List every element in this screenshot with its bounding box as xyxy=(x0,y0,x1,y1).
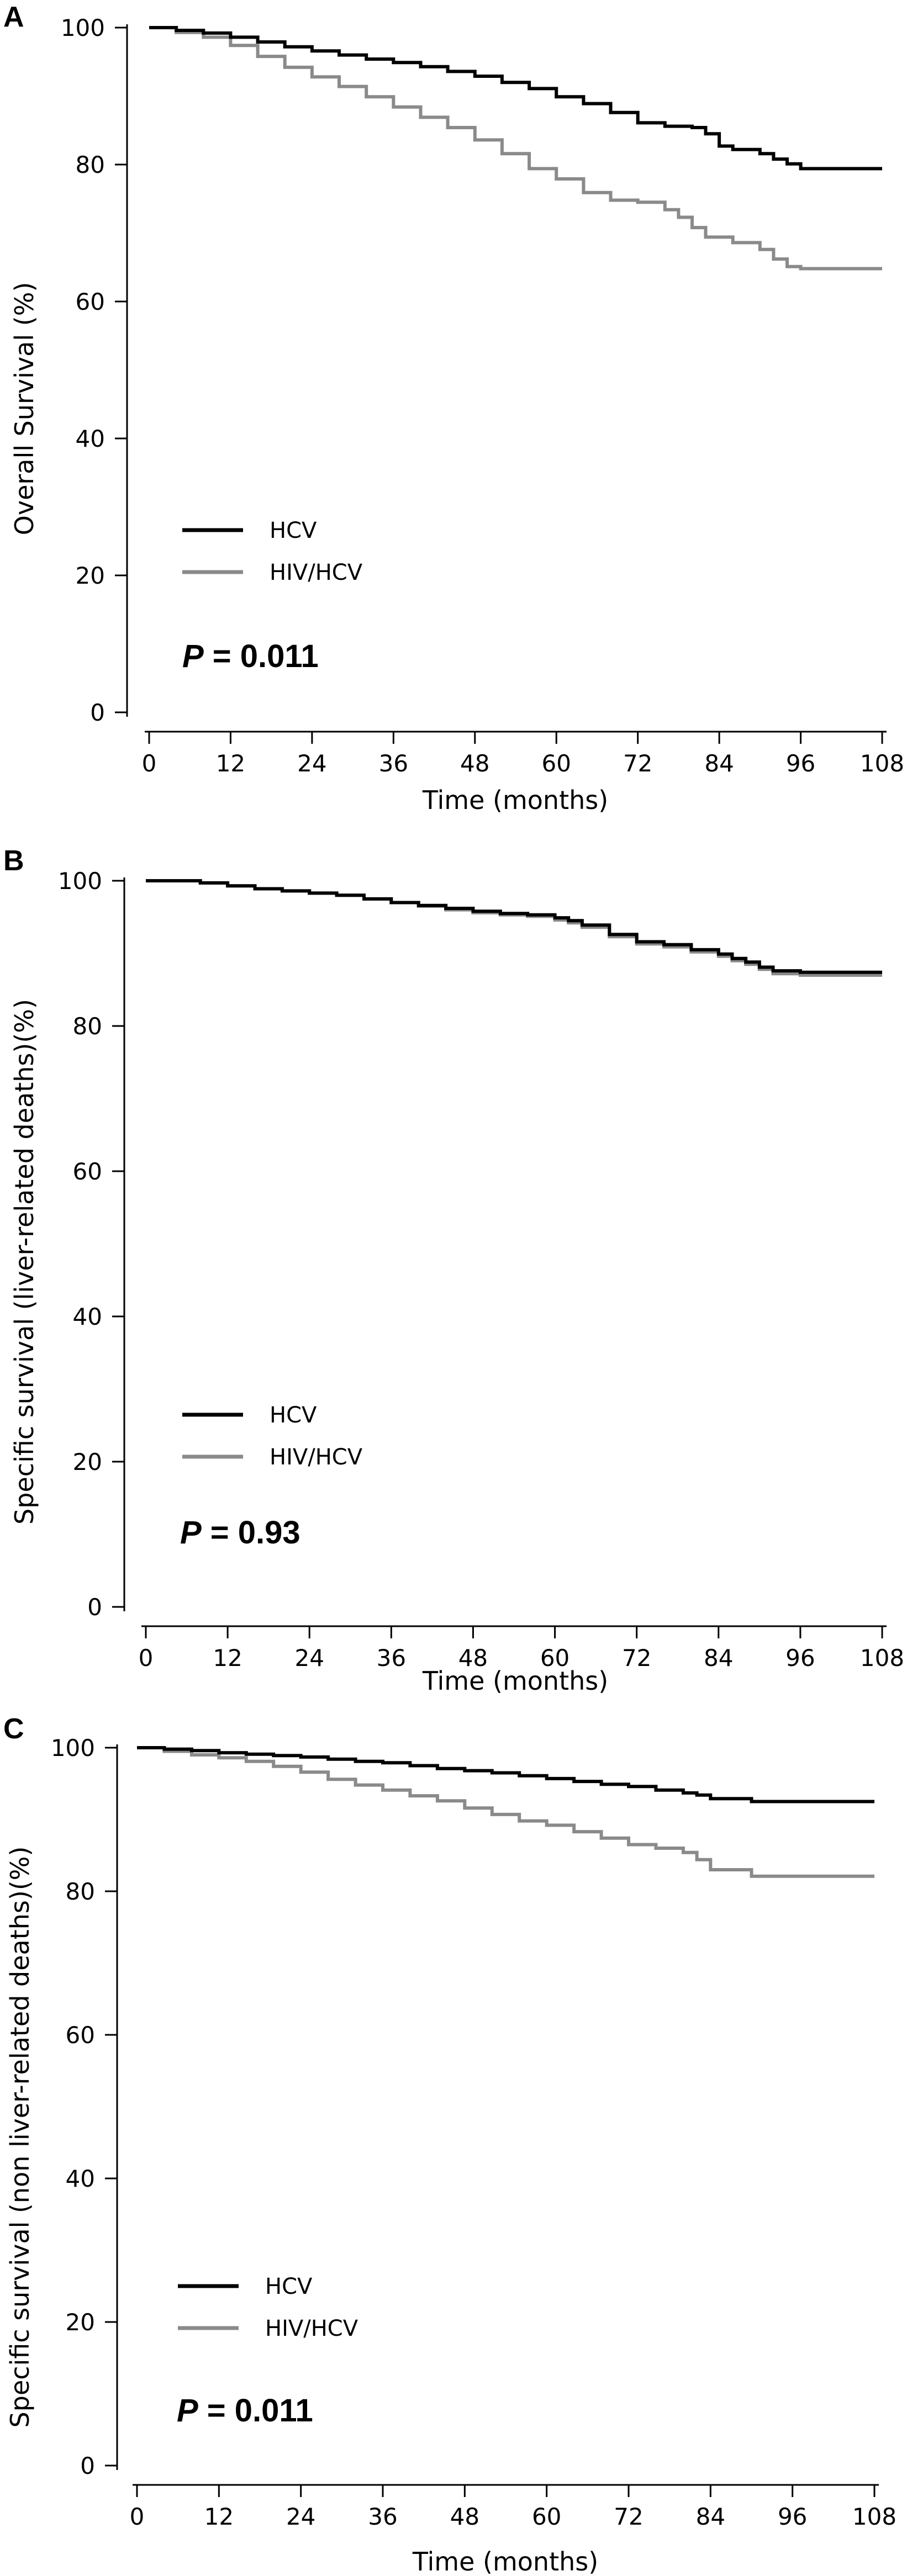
y-tick-label: 0 xyxy=(80,2452,95,2479)
x-tick-label: 72 xyxy=(623,750,652,777)
legend-label-hiv-hcv: HIV/HCV xyxy=(270,1445,363,1470)
y-tick-label: 20 xyxy=(66,2309,95,2336)
p-value-annotation: P = 0.93 xyxy=(180,1515,300,1551)
x-tick-label: 12 xyxy=(204,2503,234,2530)
legend-label-hcv: HCV xyxy=(270,1403,317,1428)
series-line-hcv xyxy=(149,26,882,171)
legend-label-hcv: HCV xyxy=(270,518,317,543)
x-axis-title: Time (months) xyxy=(422,1666,608,1696)
x-tick-label: 84 xyxy=(704,1644,733,1672)
p-symbol: P xyxy=(180,1515,202,1551)
x-tick-label: 108 xyxy=(860,1644,904,1672)
series-line-hiv-hcv xyxy=(146,879,882,977)
panel-a: A Overall Survival (%) Time (months) 0 12… xyxy=(3,1,904,815)
series-line-hiv-hcv xyxy=(137,1746,874,1878)
series-line-hcv xyxy=(146,879,882,974)
y-tick-label: 20 xyxy=(73,1448,102,1475)
y-axis-title: Overall Survival (%) xyxy=(9,282,39,536)
x-tick-label: 84 xyxy=(704,750,734,777)
panel-letter: B xyxy=(3,845,24,877)
y-tick-label: 80 xyxy=(66,1878,95,1905)
x-tick-label: 96 xyxy=(778,2503,807,2530)
y-axis-title: Specific survival (liver-related deaths)… xyxy=(9,999,39,1525)
y-tick-label: 100 xyxy=(58,868,102,895)
x-tick-label: 24 xyxy=(286,2503,315,2530)
x-tick-label: 60 xyxy=(532,2503,561,2530)
p-symbol: P xyxy=(177,2393,198,2429)
x-tick-label: 60 xyxy=(540,1644,569,1672)
x-tick-label: 36 xyxy=(379,750,408,777)
p-value-annotation: P = 0.011 xyxy=(177,2393,313,2429)
y-tick-label: 60 xyxy=(73,1158,102,1185)
p-value: = 0.011 xyxy=(198,2393,313,2429)
x-tick-label: 0 xyxy=(139,1644,154,1672)
ticks: 0 12 24 36 48 60 72 84 96 108 0 20 40 60 80 100 xyxy=(61,14,904,777)
panel-letter: A xyxy=(3,1,24,33)
x-tick-label: 60 xyxy=(541,750,571,777)
legend-label-hiv-hcv: HIV/HCV xyxy=(265,2316,358,2341)
p-value: = 0.011 xyxy=(204,638,319,674)
x-tick-label: 12 xyxy=(216,750,245,777)
x-tick-label: 84 xyxy=(696,2503,725,2530)
panel-b: B Specific survival (liver-related death… xyxy=(3,845,904,1696)
y-tick-label: 20 xyxy=(76,562,105,589)
legend: HCV HIV/HCV xyxy=(178,2274,358,2341)
series-layer xyxy=(146,879,882,977)
legend-label-hcv: HCV xyxy=(265,2274,313,2299)
x-tick-label: 24 xyxy=(297,750,326,777)
panel-c: C Specific survival (non liver-related d… xyxy=(3,1713,897,2576)
ticks: 0 12 24 36 48 60 72 84 96 108 0 20 40 60 80 100 xyxy=(51,1734,897,2530)
x-tick-label: 24 xyxy=(294,1644,324,1672)
x-tick-label: 48 xyxy=(460,750,489,777)
x-tick-label: 96 xyxy=(786,750,815,777)
y-tick-label: 60 xyxy=(76,288,105,315)
series-line-hiv-hcv xyxy=(149,26,882,271)
y-tick-label: 100 xyxy=(61,14,105,41)
x-tick-label: 36 xyxy=(368,2503,397,2530)
x-tick-label: 48 xyxy=(458,1644,488,1672)
series-layer xyxy=(137,1746,874,1878)
x-tick-label: 108 xyxy=(852,2503,897,2530)
axes xyxy=(116,1744,879,2486)
axes xyxy=(123,877,887,1627)
legend: HCV HIV/HCV xyxy=(182,1403,363,1470)
y-tick-label: 100 xyxy=(51,1734,95,1762)
x-tick-label: 0 xyxy=(142,750,157,777)
x-tick-label: 0 xyxy=(130,2503,145,2530)
y-tick-label: 80 xyxy=(76,151,105,178)
y-tick-label: 40 xyxy=(76,425,105,452)
x-tick-label: 72 xyxy=(622,1644,651,1672)
axes xyxy=(126,24,887,733)
y-tick-label: 60 xyxy=(66,2022,95,2049)
x-tick-label: 12 xyxy=(213,1644,242,1672)
p-value: = 0.93 xyxy=(202,1515,300,1551)
y-tick-label: 40 xyxy=(73,1303,102,1330)
y-tick-label: 40 xyxy=(66,2165,95,2192)
y-tick-label: 0 xyxy=(90,699,105,726)
y-axis-title: Specific survival (non liver-related dea… xyxy=(5,1847,35,2428)
p-value-annotation: P = 0.011 xyxy=(182,638,319,674)
ticks: 0 12 24 36 48 60 72 84 96 108 0 20 40 60 80 100 xyxy=(58,868,904,1672)
x-tick-label: 36 xyxy=(377,1644,406,1672)
series-line-hcv xyxy=(137,1746,874,1803)
y-tick-label: 0 xyxy=(87,1594,102,1621)
series-layer xyxy=(149,26,882,271)
x-tick-label: 108 xyxy=(860,750,904,777)
legend-label-hiv-hcv: HIV/HCV xyxy=(270,560,363,585)
x-tick-label: 96 xyxy=(785,1644,815,1672)
panel-letter: C xyxy=(3,1713,24,1745)
x-axis-title: Time (months) xyxy=(412,2547,598,2576)
legend: HCV HIV/HCV xyxy=(182,518,363,585)
x-axis-title: Time (months) xyxy=(422,785,608,815)
x-tick-label: 72 xyxy=(614,2503,643,2530)
p-symbol: P xyxy=(182,638,204,674)
y-tick-label: 80 xyxy=(73,1013,102,1040)
x-tick-label: 48 xyxy=(450,2503,479,2530)
